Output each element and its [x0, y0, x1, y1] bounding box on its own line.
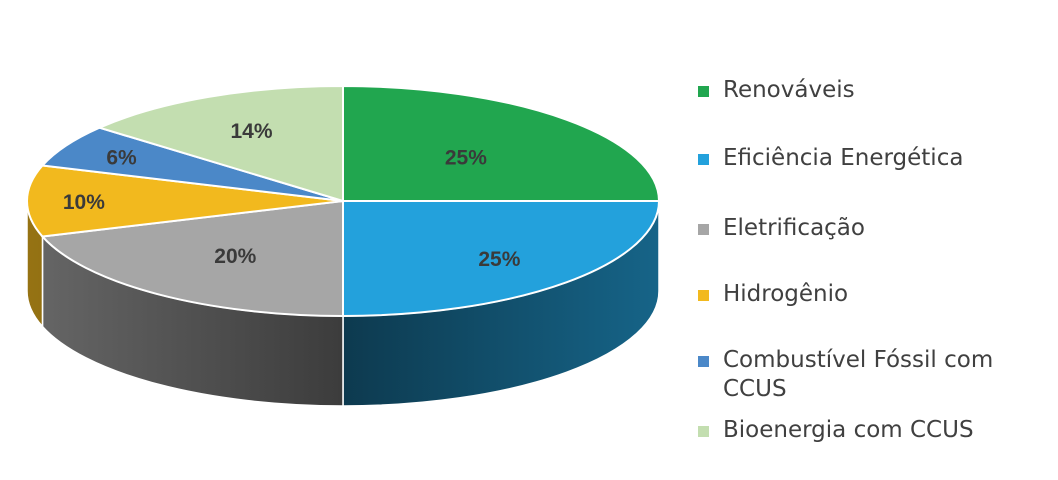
slice-combustivel-fossil-com-ccus: [40, 126, 344, 202]
legend-swatch: [698, 224, 709, 235]
data-label-bioenergia-com-ccus: 14%: [230, 120, 272, 143]
data-label-hidrogenio: 10%: [63, 191, 105, 214]
data-label-eficiencia-energetica: 25%: [478, 248, 520, 271]
slice-hidrogenio: [26, 164, 344, 238]
legend-item-eletrificacao: Eletrificação: [698, 214, 1033, 243]
legend-swatch: [698, 356, 709, 367]
pie-depth-layer: [26, 200, 660, 407]
legend-label: Bioenergia com CCUS: [723, 417, 974, 443]
legend-swatch: [698, 86, 709, 97]
data-label-renovaveis: 25%: [445, 146, 487, 169]
legend-label: Eficiência Energética: [723, 145, 964, 171]
legend-label: Renováveis: [723, 77, 855, 103]
slice-renovaveis: [342, 84, 661, 202]
legend-item-eficiencia-energetica: Eficiência Energética: [698, 144, 1033, 173]
legend-label: Eletrificação: [723, 215, 865, 241]
legend-label: Combustível Fóssil com CCUS: [723, 347, 994, 402]
legend-item-renovaveis: Renováveis: [698, 76, 1033, 105]
legend-item-hidrogenio: Hidrogênio: [698, 280, 1033, 309]
legend-swatch: [698, 290, 709, 301]
data-label-combustivel-fossil-com-ccus: 6%: [106, 147, 137, 170]
legend-label: Hidrogênio: [723, 281, 849, 307]
slice-bioenergia-com-ccus: [96, 84, 344, 203]
data-label-eletrificacao: 20%: [214, 245, 256, 268]
pie-label-layer: 25% 25% 20% 10%6% 14%: [63, 120, 521, 271]
slice-eletrificacao: [40, 199, 344, 318]
legend-swatch: [698, 426, 709, 437]
slice-eficiencia-energetica: [342, 200, 661, 318]
pie-top-layer: [26, 84, 661, 318]
legend-swatch: [698, 154, 709, 165]
legend-item-combustivel-fossil-com-ccus: Combustível Fóssil com CCUS: [698, 346, 1033, 404]
legend-item-bioenergia-com-ccus: Bioenergia com CCUS: [698, 416, 1033, 445]
